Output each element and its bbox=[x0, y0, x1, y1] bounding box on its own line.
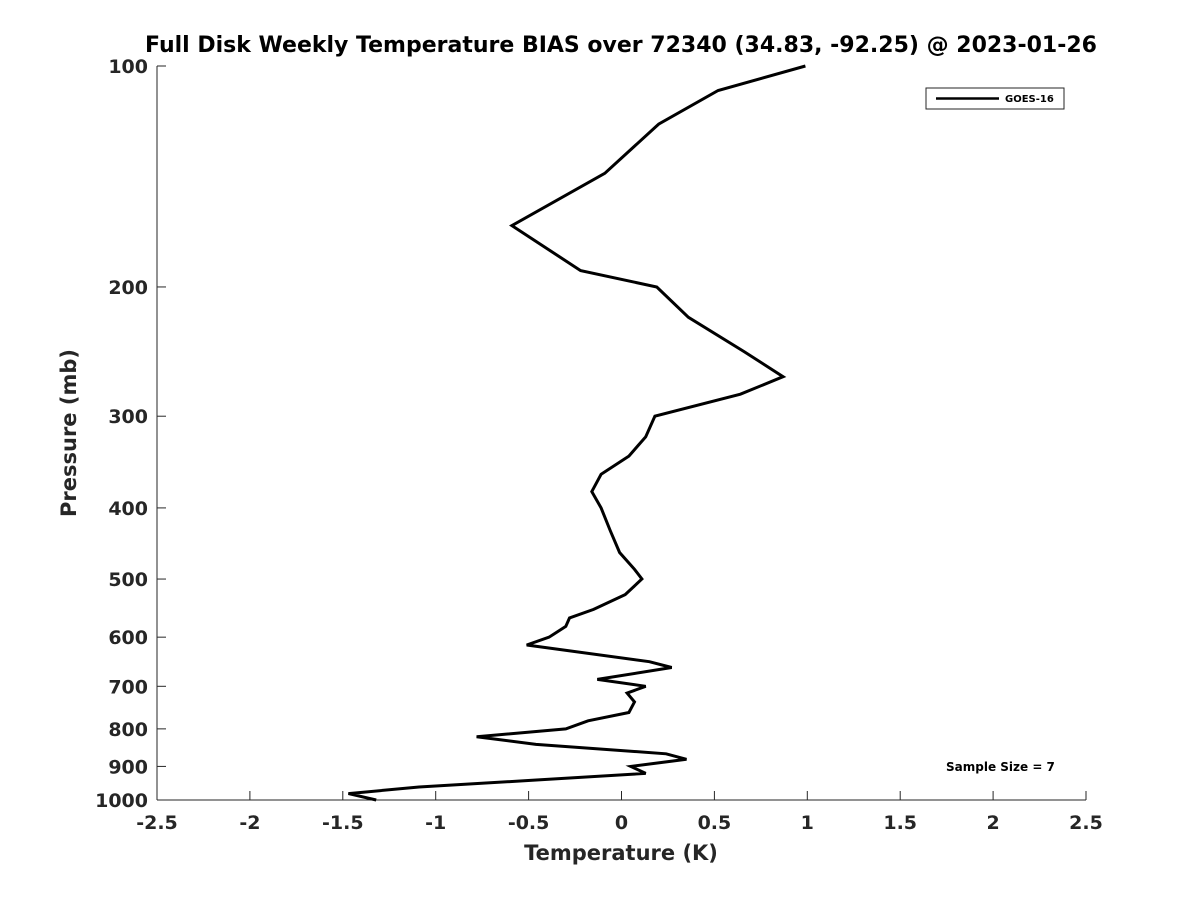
legend: GOES-16 bbox=[925, 87, 1065, 110]
sample-size-annotation: Sample Size = 7 bbox=[946, 760, 1055, 774]
series-line-goes-16 bbox=[348, 64, 806, 802]
y-tick-label: 700 bbox=[108, 676, 148, 698]
x-tick-label: 1.5 bbox=[883, 812, 917, 834]
series-layer bbox=[348, 64, 806, 802]
x-axis-ticks: -2.5 -2 -1.5 -1 -0.5 0 0.5 1 1.5 2 2.5 bbox=[136, 791, 1103, 834]
chart-title: Full Disk Weekly Temperature BIAS over 7… bbox=[145, 33, 1097, 58]
x-tick-label: -2 bbox=[239, 812, 260, 834]
x-axis-label: Temperature (K) bbox=[524, 841, 718, 865]
y-tick-label: 1000 bbox=[95, 790, 148, 812]
x-tick-label: -0.5 bbox=[508, 812, 550, 834]
y-tick-label: 400 bbox=[108, 498, 148, 520]
y-tick-label: 500 bbox=[108, 569, 148, 591]
x-tick-label: -2.5 bbox=[136, 812, 178, 834]
x-tick-label: 1 bbox=[801, 812, 814, 834]
y-tick-label: 200 bbox=[108, 277, 148, 299]
x-tick-label: 0.5 bbox=[698, 812, 732, 834]
x-tick-label: -1 bbox=[425, 812, 446, 834]
y-tick-label: 100 bbox=[108, 56, 148, 78]
x-tick-label: 0 bbox=[615, 812, 628, 834]
y-tick-label: 300 bbox=[108, 406, 148, 428]
y-axis-label: Pressure (mb) bbox=[57, 349, 81, 517]
y-tick-label: 600 bbox=[108, 627, 148, 649]
x-tick-label: 2.5 bbox=[1069, 812, 1103, 834]
legend-entry-goes-16: GOES-16 bbox=[1005, 94, 1054, 105]
x-tick-label: -1.5 bbox=[322, 812, 364, 834]
y-axis-ticks: 100 200 300 400 500 600 700 800 900 1000 bbox=[95, 56, 166, 812]
y-tick-label: 900 bbox=[108, 756, 148, 778]
x-tick-label: 2 bbox=[986, 812, 999, 834]
y-tick-label: 800 bbox=[108, 719, 148, 741]
